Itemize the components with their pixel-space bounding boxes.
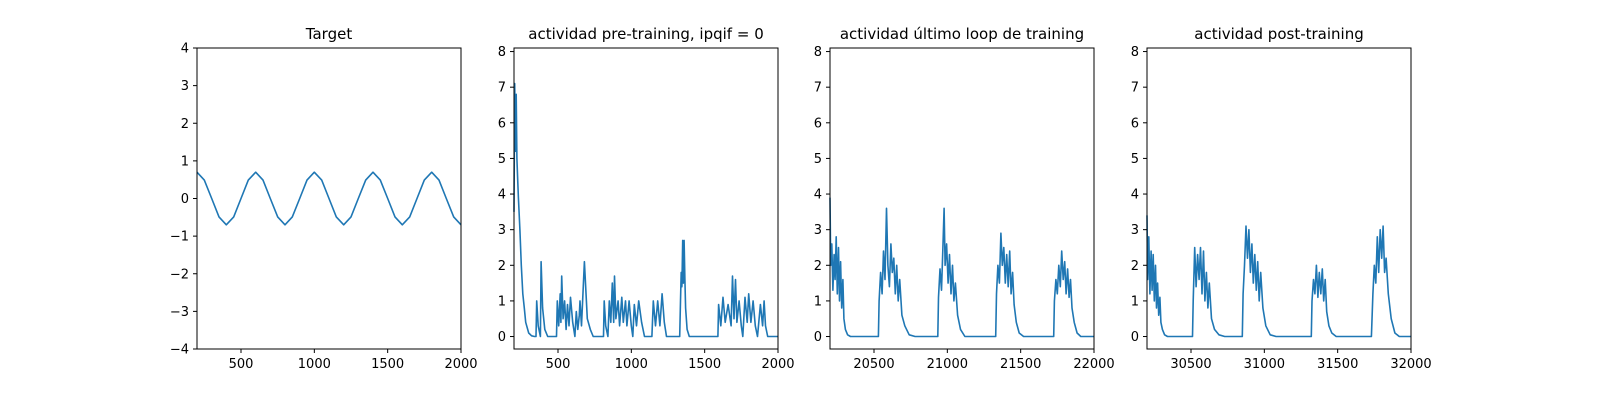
y-tick-label: 2 [1131, 259, 1139, 274]
series-line [829, 197, 1094, 338]
marks: 30500 31000 31500 32000 0 1 2 3 4 5 6 7 8 [1131, 45, 1432, 372]
y-tick-label: 4 [498, 188, 506, 203]
x-tick-label: 500 [229, 357, 254, 372]
y-tick-label: 5 [498, 152, 506, 167]
y-tick-label: 8 [1131, 45, 1139, 60]
marks: 500 1000 1500 2000 −4 −3 −2 −1 0 1 2 3 4 [170, 42, 478, 373]
y-tick-label: 3 [814, 223, 822, 238]
plot-frame [1146, 47, 1412, 350]
x-tick-label: 21500 [1000, 357, 1041, 372]
x-tick-label: 30500 [1170, 357, 1211, 372]
x-tick-label: 2000 [761, 357, 794, 372]
y-tick-label: 8 [498, 45, 506, 60]
chart-post-training: actividad post-training 30500 31000 31500 3… [1131, 25, 1432, 372]
y-tick-label: 0 [498, 330, 506, 345]
chart-title: Target [305, 25, 353, 43]
x-tick-label: 1000 [298, 357, 331, 372]
x-tick-label: 1000 [615, 357, 648, 372]
y-tick-label: 0 [181, 192, 189, 207]
x-tick-label: 2000 [444, 357, 477, 372]
y-tick-label: 5 [814, 152, 822, 167]
y-tick-label: 6 [1131, 116, 1139, 131]
plot-frame [829, 47, 1095, 350]
y-tick-label: 6 [498, 116, 506, 131]
y-tick-label: −1 [170, 230, 189, 245]
marks: 20500 21000 21500 22000 0 1 2 3 4 5 6 7 8 [814, 45, 1115, 372]
y-tick-label: 0 [814, 330, 822, 345]
y-tick-label: 1 [814, 294, 822, 309]
plot-frame [513, 47, 779, 350]
y-tick-label: 2 [814, 259, 822, 274]
y-tick-label: 4 [181, 42, 189, 57]
y-tick-label: 7 [498, 81, 506, 96]
y-tick-label: 6 [814, 116, 822, 131]
x-tick-label: 21000 [927, 357, 968, 372]
series-line [513, 82, 778, 338]
x-tick-label: 22000 [1073, 357, 1114, 372]
y-tick-label: 4 [1131, 188, 1139, 203]
chart-pre-training: actividad pre-training, ipqif = 0 500 100… [498, 25, 795, 372]
x-tick-label: 1500 [688, 357, 721, 372]
y-tick-label: 3 [181, 79, 189, 94]
plot-frame [196, 47, 462, 350]
y-tick-label: −2 [170, 267, 189, 282]
y-tick-label: 3 [498, 223, 506, 238]
chart-title: actividad pre-training, ipqif = 0 [528, 25, 764, 43]
y-tick-label: 1 [498, 294, 506, 309]
y-tick-label: 2 [181, 117, 189, 132]
y-tick-label: 8 [814, 45, 822, 60]
marks: 500 1000 1500 2000 0 1 2 3 4 5 6 7 8 [498, 45, 795, 372]
series-line [196, 171, 462, 226]
x-tick-label: 31000 [1244, 357, 1285, 372]
y-tick-label: 4 [814, 188, 822, 203]
chart-title: actividad último loop de training [840, 25, 1084, 43]
x-tick-label: 32000 [1390, 357, 1431, 372]
x-tick-label: 20500 [853, 357, 894, 372]
y-tick-label: −3 [170, 305, 189, 320]
y-tick-label: 7 [1131, 81, 1139, 96]
y-tick-label: 5 [1131, 152, 1139, 167]
x-tick-label: 500 [546, 357, 571, 372]
chart-title: actividad post-training [1194, 25, 1363, 43]
series-line [1146, 215, 1411, 338]
y-tick-label: 2 [498, 259, 506, 274]
x-tick-label: 1500 [371, 357, 404, 372]
y-tick-label: 1 [181, 154, 189, 169]
y-tick-label: −4 [170, 343, 189, 358]
y-tick-label: 1 [1131, 294, 1139, 309]
x-tick-label: 31500 [1317, 357, 1358, 372]
y-tick-label: 3 [1131, 223, 1139, 238]
y-tick-label: 7 [814, 81, 822, 96]
chart-last-training-loop: actividad último loop de training 20500 2… [814, 25, 1115, 372]
chart-target: Target 500 1000 1500 2000 −4 −3 −2 −1 0 1 2 3 4 [170, 25, 478, 372]
y-tick-label: 0 [1131, 330, 1139, 345]
